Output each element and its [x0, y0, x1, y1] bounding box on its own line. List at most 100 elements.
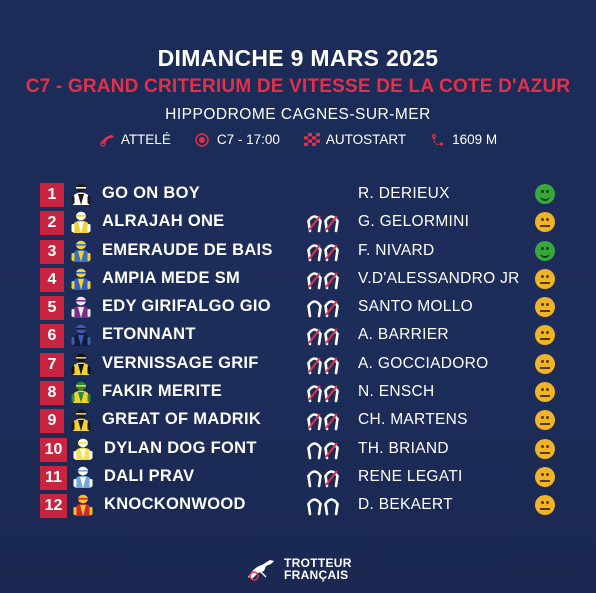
jockey-silks-icon: [72, 494, 94, 518]
target-icon: [195, 132, 209, 147]
horse-name: AMPIA MEDE SM: [102, 268, 241, 287]
runner-number: 4: [40, 267, 64, 292]
smiley-green-icon: [535, 240, 555, 261]
logo-line-2: FRANÇAIS: [284, 568, 349, 582]
horse-name: GREAT OF MADRIK: [102, 410, 262, 429]
checkered-flag-icon: [303, 132, 320, 147]
race-title: C7 - GRAND CRITERIUM DE VITESSE DE LA CO…: [25, 76, 571, 97]
start-type-label: AUTOSTART: [325, 132, 407, 147]
runner-row: 7 VERNISSAGE GRIF A. GOCCIADORO: [40, 352, 560, 380]
driver-name: TH. BRIAND: [358, 439, 449, 457]
horseshoe-icon: [306, 298, 340, 318]
runner-number: 2: [40, 211, 64, 236]
race-info-bar: ATTELÉ C7 - 17:00: [0, 132, 596, 147]
horse-name: FAKIR MERITE: [102, 382, 223, 401]
runner-number: 11: [40, 465, 67, 490]
sulky-icon: [99, 133, 114, 147]
smiley-neutral-icon: [535, 410, 555, 431]
horse-name: DYLAN DOG FONT: [104, 438, 257, 457]
runner-number: 7: [40, 352, 64, 377]
runner-row: 8 FAKIR MERITE N. ENSCH: [40, 380, 560, 408]
horse-name: ALRAJAH ONE: [102, 212, 225, 231]
jockey-silks-icon: [72, 438, 94, 462]
logo-line-1: TROTTEUR: [284, 556, 352, 570]
smiley-neutral-icon: [535, 297, 555, 318]
smiley-neutral-icon: [535, 212, 555, 233]
start-type-info: AUTOSTART: [303, 132, 407, 147]
jockey-silks-icon: [70, 240, 92, 264]
horse-name: EDY GIRIFALGO GIO: [102, 297, 271, 316]
smiley-neutral-icon: [535, 353, 555, 374]
horseshoe-icon: [306, 383, 340, 403]
runner-number: 1: [40, 183, 64, 207]
horse-name: KNOCKONWOOD: [104, 495, 246, 514]
runner-number: 6: [40, 324, 64, 349]
smiley-neutral-icon: [535, 382, 555, 403]
jockey-silks-icon: [70, 268, 92, 292]
smiley-green-icon: [535, 184, 555, 204]
driver-name: F. NIVARD: [358, 241, 435, 259]
runner-number: 9: [40, 409, 64, 434]
trotting-horse-icon: [248, 560, 274, 581]
smiley-neutral-icon: [535, 495, 555, 516]
driver-name: D. BEKAERT: [358, 496, 453, 514]
horseshoe-icon: [306, 355, 340, 375]
runner-number: 12: [40, 494, 67, 519]
horse-name: ETONNANT: [102, 325, 196, 344]
horse-name: VERNISSAGE GRIF: [102, 353, 259, 372]
driver-name: A. BARRIER: [358, 326, 449, 344]
runner-number: 8: [40, 381, 64, 406]
horseshoe-icon: [306, 468, 340, 488]
jockey-silks-icon: [70, 381, 92, 405]
runner-row: 5 EDY GIRIFALGO GIO SANTO MOLLO: [40, 295, 560, 323]
jockey-silks-icon: [70, 211, 92, 235]
race-time-label: C7 - 17:00: [216, 132, 280, 147]
horseshoe-icon: [306, 270, 340, 290]
jockey-silks-icon: [70, 296, 92, 320]
runner-row: 2 ALRAJAH ONE G. GELORMINI: [40, 210, 560, 238]
driver-name: RENE LEGATI: [358, 467, 463, 485]
smiley-neutral-icon: [535, 325, 555, 346]
driver-name: A. GOCCIADORO: [358, 354, 489, 372]
horse-name: GO ON BOY: [102, 184, 201, 202]
race-date: DIMANCHE 9 MARS 2025: [157, 45, 439, 71]
horse-name: DALI PRAV: [104, 466, 195, 485]
runner-row: 3 EMERAUDE DE BAIS F. NIVARD: [40, 239, 560, 267]
runner-row: 10 DYLAN DOG FONT TH. BRIAND: [40, 437, 560, 465]
runner-number: 10: [40, 437, 67, 462]
driver-name: R. DERIEUX: [358, 185, 450, 202]
runner-number: 3: [40, 239, 64, 264]
runner-number: 5: [40, 296, 64, 321]
runner-row: 12 KNOCKONWOOD D. BEKAERT: [40, 493, 560, 521]
jockey-silks-icon: [70, 324, 92, 348]
jockey-silks-icon: [70, 353, 92, 377]
horseshoe-icon: [306, 242, 340, 262]
smiley-neutral-icon: [535, 438, 555, 459]
runner-list: 1 GO ON BOY R. DERIEUX 2 ALRAJAH ONE G. GELOR…: [40, 182, 560, 522]
discipline-info: ATTELÉ: [99, 132, 171, 147]
horseshoe-icon: [306, 496, 340, 516]
runner-row: 1 GO ON BOY R. DERIEUX: [40, 182, 560, 210]
venue-name: HIPPODROME CAGNES-SUR-MER: [165, 106, 431, 123]
race-time-info: C7 - 17:00: [195, 132, 280, 147]
horse-name: EMERAUDE DE BAIS: [102, 240, 273, 259]
driver-name: CH. MARTENS: [358, 411, 468, 429]
trotteur-francais-logo: TROTTEUR FRANÇAIS: [246, 556, 352, 582]
runner-row: 4 AMPIA MEDE SM V.D'ALESSANDRO JR: [40, 267, 560, 295]
runner-row: 6 ETONNANT A. BARRIER: [40, 323, 560, 351]
runner-row: 9 GREAT OF MADRIK CH. MARTENS: [40, 408, 560, 436]
distance-label: 1609 M: [452, 132, 498, 147]
horseshoe-icon: [306, 440, 340, 460]
horseshoe-icon: [306, 213, 340, 233]
driver-name: SANTO MOLLO: [358, 298, 473, 316]
jockey-silks-icon: [72, 466, 94, 490]
horseshoe-icon: [306, 326, 340, 346]
smiley-neutral-icon: [535, 466, 555, 487]
discipline-label: ATTELÉ: [120, 132, 171, 147]
runner-row: 11 DALI PRAV RENE LEGATI: [40, 465, 560, 493]
distance-info: 1609 M: [430, 132, 497, 147]
driver-name: V.D'ALESSANDRO JR: [358, 269, 520, 287]
jockey-silks-icon: [70, 183, 92, 207]
logo-text: TROTTEUR FRANÇAIS: [284, 557, 352, 581]
